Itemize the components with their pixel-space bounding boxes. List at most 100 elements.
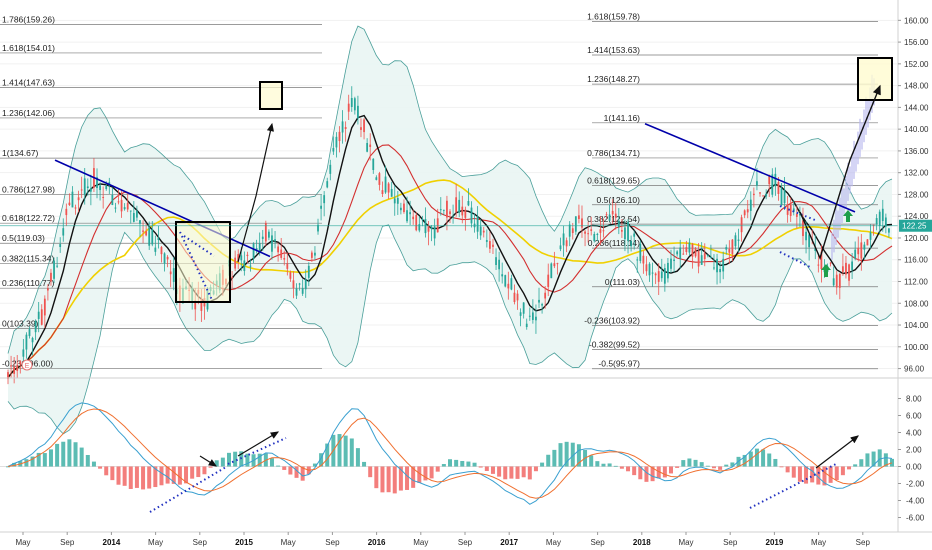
candle-body [258,243,261,252]
histogram-bar [300,466,305,481]
histogram-bar [134,466,139,488]
candle-body [139,220,141,224]
histogram-bar [441,464,446,467]
time-tick-label: 2014 [103,538,121,547]
candle-body [544,292,547,299]
osc-dotted-line [149,466,227,513]
candle-body [645,264,648,272]
candle-body [596,233,599,235]
fib-label-right: 0.786(134.71) [587,148,640,158]
oscillator-blue-line [7,402,893,505]
price-tick-label: 140.00 [904,125,929,134]
fib-label-right: -0.236(103.92) [584,315,640,325]
histogram-bar [276,465,281,467]
time-axis[interactable]: May Sep 2014 May Sep 2015 May Sep 2016 May Sep 2017… [15,532,870,547]
fib-label-left: 0.618(122.72) [2,213,55,223]
candle-body [547,274,550,287]
candle-body [10,365,12,367]
histogram-bar [380,466,385,493]
fib-label-left: 0.382(115.34) [2,253,54,263]
time-tick-label: Sep [60,538,75,547]
histogram-bar [116,466,121,485]
histogram-bar [816,466,821,485]
candle-body [163,253,166,264]
histogram-bar [417,466,422,483]
osc-tick-label: 6.00 [906,412,922,421]
candle-body [372,158,375,170]
oscillator-axis[interactable]: 8.00 6.00 4.00 2.00 0.00 -2.00 -4.00 -6.00 [898,395,925,523]
histogram-bar [386,466,391,493]
histogram-bar [767,453,772,467]
candle-body [467,200,470,206]
histogram-bar [877,449,882,467]
price-tick-label: 144.00 [904,103,929,112]
price-axis[interactable]: 160.00 156.00 152.00 148.00 144.00 140.00 136.… [898,16,932,374]
candle-body [418,224,421,231]
candle-body [562,233,565,246]
candle-body [706,254,709,256]
candle-body [449,211,451,215]
candle-body [663,268,666,284]
price-tick-label: 160.00 [904,16,929,25]
candle-body [799,213,801,216]
histogram-bar [91,461,96,467]
fib-label-right: 0.5(126.10) [597,195,641,205]
candle-body [820,251,823,270]
candle-body [47,288,49,291]
candle-body [780,188,783,206]
candle-body [314,252,316,256]
candle-body [817,264,820,266]
candle-body [624,227,626,240]
candle-body [83,178,86,195]
candle-body [40,309,43,325]
candle-body [295,288,298,296]
histogram-bar [503,466,508,480]
candle-body [194,300,197,310]
histogram-bar [257,453,262,467]
candle-body [777,182,780,194]
time-tick-label: 2017 [500,538,518,547]
candle-body [648,263,651,276]
sma-yellow-line [7,179,893,379]
candle-body [240,255,243,261]
histogram-bar [761,449,766,467]
candle-body [479,226,482,236]
histogram-bar [343,435,348,467]
candle-body [642,255,645,264]
candle-body [317,224,319,232]
candle-body [485,240,488,242]
candle-body [783,190,786,204]
histogram-bar [405,466,410,490]
histogram-bar [202,466,207,475]
osc-dotted-line [227,437,287,465]
candle-body [378,173,381,185]
histogram-bar [576,444,581,467]
histogram-bar [282,466,287,470]
candle-body [102,196,105,198]
candle-body [283,258,286,260]
candle-body [550,263,553,279]
candle-body [667,262,669,279]
candle-body [679,247,682,259]
candle-body [581,218,583,228]
candle-body [433,226,436,239]
histogram-bar [171,466,176,484]
candle-body [237,254,240,262]
histogram-bar [362,461,367,467]
candle-body [857,247,860,255]
trendline-right [644,122,856,213]
histogram-bar [208,466,213,468]
candle-body [292,280,295,288]
candle-body [157,238,160,241]
histogram-bar [865,453,870,467]
fib-label-right: -0.382(99.52) [589,339,640,349]
histogram-bar [675,466,680,468]
candle-body [169,271,172,275]
candle-body [489,241,491,249]
current-price-label: 122.25 [902,222,927,231]
current-price-badge [899,219,932,232]
dotted-line [183,235,215,257]
price-tick-label: 120.00 [904,234,929,243]
fib-label-left: 0.786(127.98) [2,185,55,195]
